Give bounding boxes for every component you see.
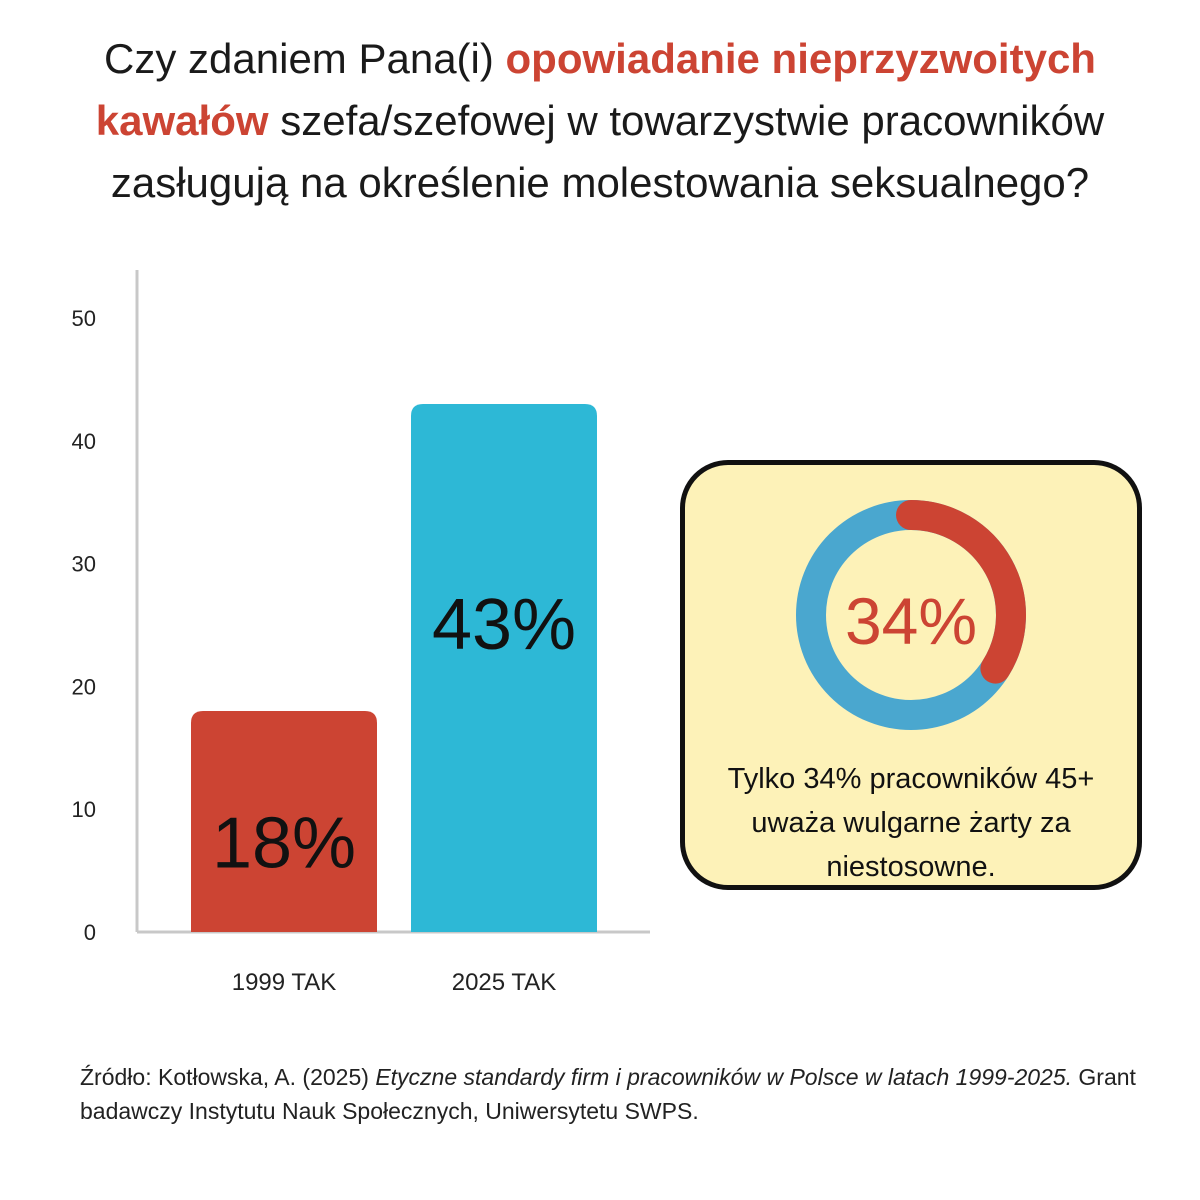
y-tick-label: 20 [72,674,96,699]
callout-text: Tylko 34% pracowników 45+ uważa wulgarne… [727,763,1095,883]
source-prefix: Źródło: Kotłowska, A. (2025) [80,1064,376,1090]
bar-value-label: 18% [212,803,356,883]
source-title: Etyczne standardy firm i pracowników w P… [375,1064,1073,1090]
title-part-2: szefa/szefowej w towarzystwie pracownikó… [110,97,1105,206]
bar-2 [411,403,597,933]
y-tick-label: 40 [72,429,96,454]
y-tick-label: 10 [72,797,96,822]
donut-arc [896,500,1026,684]
source-suffix: Grant badawczy Instytutu Nauk Społecznyc… [80,1064,1136,1124]
callout-box: 34% Tylko 34% pracowników 45+ uważa wulg… [680,460,1142,890]
source-note: Źródło: Kotłowska, A. (2025) Etyczne sta… [80,1060,1140,1128]
y-tick-label: 0 [84,920,96,945]
donut-percent-label: 34% [844,584,978,658]
y-tick-label: 30 [72,552,96,577]
y-tick-label: 50 [72,306,96,331]
bar-1 [191,710,377,932]
x-tick-label: 1999 TAK [232,969,337,996]
title-part-1: Czy zdaniem Pana(i) [104,35,506,82]
bar-value-label: 43% [432,585,576,665]
title-highlight: opowiadanie nieprzyzwoitych kawałów [95,35,1096,144]
x-tick-label: 2025 TAK [452,969,557,996]
donut-chart [796,500,1026,730]
chart-title: Czy zdaniem Pana(i) opowiadanie nieprzyz… [60,28,1140,214]
